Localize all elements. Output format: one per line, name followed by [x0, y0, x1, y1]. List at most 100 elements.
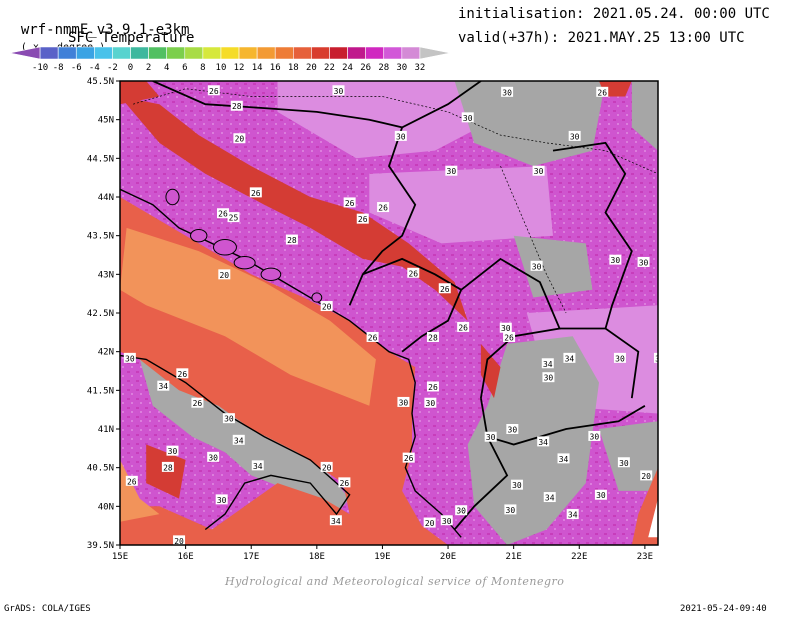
- contour-label-box: [542, 372, 555, 383]
- contour-label-box: [161, 461, 174, 472]
- colorbar-tick-label: 20: [306, 63, 317, 73]
- contour-label: 34: [545, 494, 555, 503]
- colorbar-tick-label: -6: [71, 63, 82, 73]
- contour-label-box: [176, 368, 189, 379]
- contour-label: 30: [456, 507, 466, 516]
- model-name: wrf-nmmE_v3.9.1-e3km: [20, 22, 190, 38]
- contour-label-box: [377, 202, 390, 213]
- contour-label-box: [568, 130, 581, 141]
- contour-label-box: [594, 489, 607, 500]
- contour-label-box: [659, 259, 671, 269]
- colorbar-tick-label: 16: [270, 63, 281, 73]
- contour-label: 30: [426, 399, 436, 408]
- contour-label: 34: [158, 382, 168, 391]
- contour-label-box: [232, 434, 245, 445]
- hot-area-romania: [631, 81, 658, 151]
- colorbar-tick-label: 22: [324, 63, 335, 73]
- lat-tick-label: 45.5N: [87, 77, 114, 87]
- contour-label-box: [445, 165, 458, 176]
- contour-label: 26: [504, 333, 514, 342]
- contour-label-box: [504, 504, 517, 515]
- contour-label-box: [506, 424, 519, 434]
- warm-plain-north: [277, 81, 494, 159]
- contour-label-box: [617, 457, 630, 468]
- contour-label: 34: [568, 511, 578, 520]
- contour-label-box: [173, 535, 186, 545]
- contour-label: 20: [219, 271, 229, 280]
- contour-label-box: [233, 133, 246, 144]
- contour-label-box: [394, 130, 407, 141]
- contour-label: 26: [404, 454, 414, 463]
- contour-label-box: [157, 380, 170, 391]
- contour-label-box: [510, 479, 523, 490]
- lat-tick-label: 39.5N: [87, 541, 114, 551]
- contour-label-box: [217, 208, 230, 219]
- contour-label-box: [530, 260, 543, 271]
- contour-label-box: [230, 100, 243, 111]
- island: [212, 239, 237, 256]
- colorbar-tick-label: 18: [288, 63, 299, 73]
- island: [165, 188, 180, 206]
- contour-label-box: [609, 254, 622, 265]
- lon-tick-label: 19E: [374, 552, 390, 562]
- lon-tick-label: 17E: [243, 552, 259, 562]
- island: [260, 267, 282, 282]
- contour-label: 34: [559, 455, 569, 464]
- lon-tick-label: 18E: [309, 552, 325, 562]
- island: [233, 256, 256, 270]
- colorbar-tick-label: -8: [53, 63, 64, 73]
- contour-label: 30: [168, 447, 178, 456]
- contour-label: 30: [544, 374, 554, 383]
- contour-label: 26: [345, 199, 355, 208]
- contour-label: 28: [163, 463, 173, 472]
- contour-label-box: [537, 436, 550, 447]
- grads-credit: GrADS: COLA/IGES: [4, 604, 91, 614]
- tyrrhenian-sea: [120, 459, 160, 522]
- contour-label-box: [461, 112, 474, 123]
- lat-tick-label: 43.5N: [87, 232, 114, 242]
- contour-label: 28: [232, 102, 242, 111]
- contour-label: 34: [331, 517, 341, 526]
- contour-label-box: [557, 453, 570, 464]
- contour-label: 30: [508, 426, 518, 435]
- contour-label-box: [332, 85, 345, 96]
- lat-tick-label: 40.5N: [87, 464, 114, 474]
- colorbar-tick-label: 0: [128, 63, 133, 73]
- contour-label: 26: [193, 399, 203, 408]
- colorbar-tick-label: 10: [216, 63, 227, 73]
- contour-label: 30: [208, 453, 218, 462]
- lon-tick-label: 22E: [571, 552, 587, 562]
- island: [190, 228, 208, 243]
- contour-label-box: [532, 165, 545, 176]
- contour-label: 26: [408, 269, 418, 278]
- contour-label: 30: [596, 491, 606, 500]
- contour-label: 30: [655, 354, 665, 363]
- country-border: [453, 436, 509, 531]
- contour-label: 20: [425, 519, 435, 528]
- contour-label: 30: [590, 432, 600, 441]
- contour-label-box: [503, 331, 516, 342]
- contour-label: 26: [368, 333, 378, 342]
- colorbar-tick-label: 26: [360, 63, 371, 73]
- contour-label-box: [455, 505, 468, 516]
- contour-label: 30: [619, 459, 629, 468]
- lat-tick-label: 42N: [98, 348, 114, 358]
- hot-area-vojvodina: [454, 81, 606, 167]
- contour-label: 20: [174, 537, 184, 546]
- contour-label-box: [207, 85, 220, 96]
- cool-ridge-nw: [120, 81, 160, 105]
- colorbar-tick-label: -10: [32, 63, 48, 73]
- contour-label-box: [596, 86, 609, 97]
- lon-tick-label: 20E: [440, 552, 456, 562]
- contour-label-box: [541, 358, 554, 369]
- contour-label: 26: [458, 323, 468, 332]
- valid-time: valid(+37h): 2021.MAY.25 13:00 UTC: [458, 30, 745, 46]
- contour-label-box: [366, 331, 379, 342]
- lon-tick-label: 23E: [637, 552, 653, 562]
- contour-label: 26: [251, 189, 261, 198]
- colorbar-tick-label: 28: [378, 63, 389, 73]
- contour-label-box: [543, 492, 556, 503]
- country-border: [401, 81, 482, 129]
- contour-label: 30: [611, 256, 621, 265]
- contour-label-box: [640, 470, 653, 481]
